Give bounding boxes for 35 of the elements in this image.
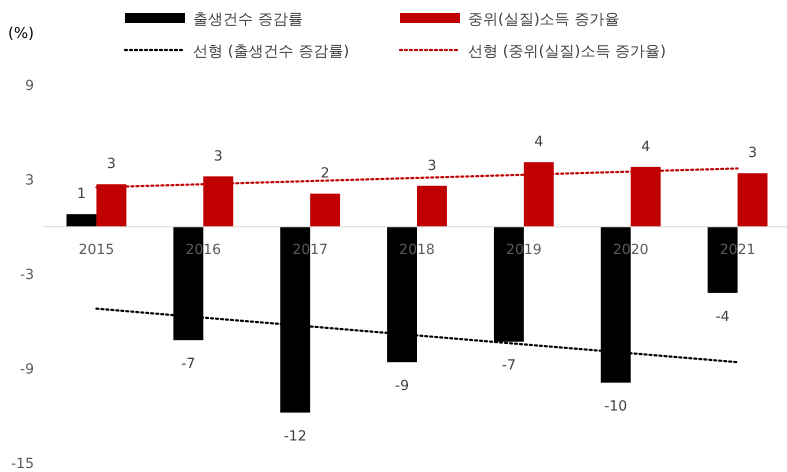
data-label: 3 bbox=[106, 156, 116, 172]
legend-label: 선형 (중위(실질)소득 증가율) bbox=[468, 42, 666, 60]
data-label: 3 bbox=[214, 148, 223, 164]
data-label: 2 bbox=[320, 166, 330, 182]
bar bbox=[738, 173, 768, 227]
bar bbox=[66, 214, 96, 227]
legend-label: 중위(실질)소득 증가율 bbox=[468, 10, 620, 28]
data-label: -7 bbox=[502, 358, 516, 374]
data-label: 3 bbox=[748, 145, 757, 162]
y-axis-title: (%) bbox=[8, 24, 34, 42]
data-label: -12 bbox=[284, 428, 307, 445]
x-tick-label: 2018 bbox=[399, 242, 435, 258]
data-label: 3 bbox=[428, 158, 436, 174]
data-label: -10 bbox=[604, 398, 628, 415]
bar bbox=[417, 186, 447, 227]
x-tick-label: 2016 bbox=[185, 242, 222, 258]
x-tick-label: 2017 bbox=[292, 242, 328, 258]
x-tick-label: 2021 bbox=[720, 242, 756, 258]
x-tick-label: 2015 bbox=[78, 242, 114, 258]
y-tick-label: 9 bbox=[25, 78, 34, 94]
bar bbox=[310, 194, 340, 227]
data-label: 4 bbox=[641, 138, 650, 155]
data-label: 1 bbox=[77, 186, 86, 202]
x-tick-label: 2019 bbox=[506, 242, 542, 258]
y-tick-label: -3 bbox=[20, 267, 34, 283]
legend-label: 선형 (출생건수 증감률) bbox=[193, 42, 350, 60]
legend-label: 출생건수 증감률 bbox=[193, 10, 303, 28]
y-tick-label: -9 bbox=[20, 362, 34, 378]
x-tick-label: 2020 bbox=[612, 242, 649, 258]
y-tick-label: 3 bbox=[25, 172, 34, 188]
data-label: -4 bbox=[716, 308, 730, 325]
data-label: 4 bbox=[534, 134, 544, 150]
data-label: -9 bbox=[395, 378, 410, 394]
y-tick-label: -15 bbox=[11, 456, 34, 472]
data-label: -7 bbox=[181, 356, 196, 372]
